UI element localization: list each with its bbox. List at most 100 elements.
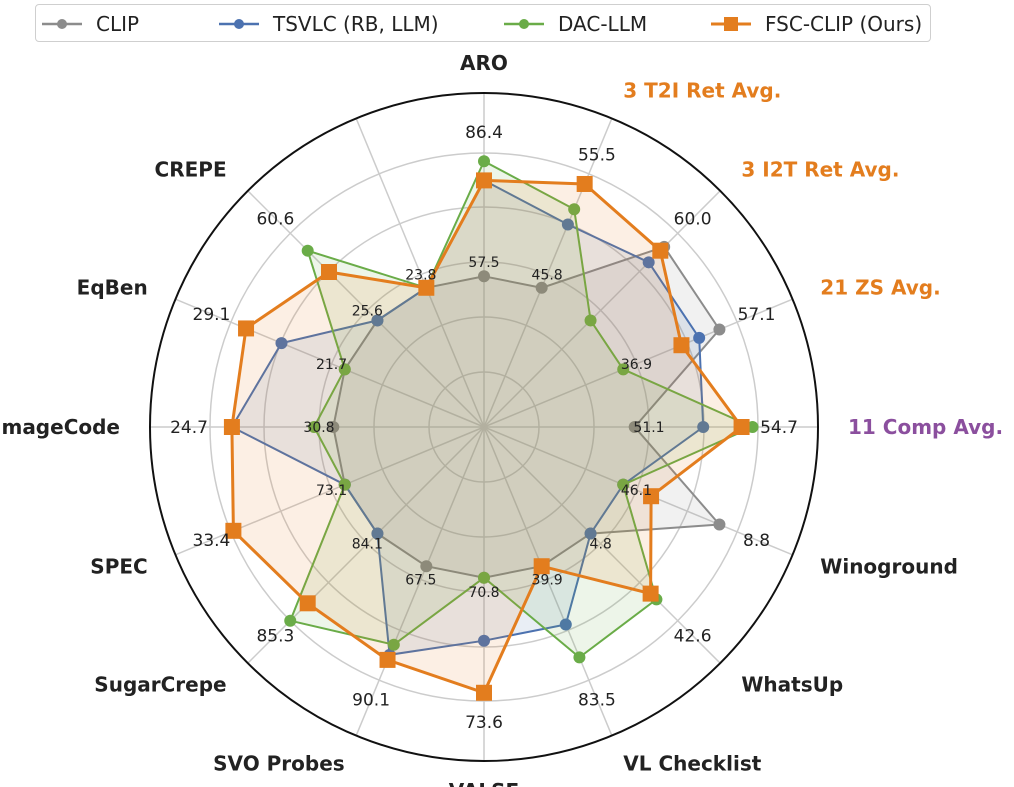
grid-spoke (483, 426, 613, 736)
inner-value-label: 84.1 (352, 537, 383, 553)
axis-label: 11 Comp Avg. (848, 415, 1003, 439)
inner-value-label: 51.1 (633, 420, 664, 436)
point-dac-llm (478, 155, 490, 168)
labels-layer: ARO 86.4 57.5 3 T2I Ret Avg. 55.5 45.8 3 I2T R… (0, 51, 1003, 787)
grid-spoke (483, 298, 793, 428)
grid-spoke (483, 190, 721, 428)
point-fsc-clip-ours (321, 264, 338, 281)
point-fsc-clip-ours (225, 522, 242, 539)
axis-label: VL Checklist (623, 751, 761, 775)
axis-label: SPEC (90, 554, 147, 578)
inner-value-label: 39.9 (532, 572, 563, 588)
point-fsc-clip-ours (533, 558, 550, 575)
outer-value-label: 24.7 (170, 418, 208, 438)
legend-label: FSC-CLIP (Ours) (765, 12, 923, 36)
legend-item-fsc-clip: FSC-CLIP (Ours) (709, 5, 922, 43)
point-tsvlc-rb-llm (561, 218, 574, 231)
axis-label: ImageCode (0, 415, 120, 439)
axis-label: VALSE (449, 779, 519, 787)
outer-frame (149, 92, 819, 762)
point-dac-llm (338, 363, 351, 376)
point-dac-llm (617, 363, 630, 376)
grid-spoke (175, 298, 485, 428)
axis-label: SugarCrepe (94, 672, 226, 696)
point-tsvlc-rb-llm (275, 337, 288, 350)
outer-value-label: 83.5 (578, 691, 616, 711)
outer-value-label: 57.1 (738, 305, 776, 325)
axis-label: Winoground (820, 554, 958, 578)
inner-value-label: 57.5 (468, 255, 499, 271)
legend-marker-dac-llm (504, 19, 544, 29)
point-tsvlc-rb-llm (697, 421, 710, 433)
point-dac-llm (478, 571, 490, 584)
outer-value-label: 29.1 (193, 305, 231, 325)
outer-value-label: 60.6 (256, 209, 294, 229)
outer-value-label: 73.6 (465, 713, 503, 733)
outer-value-label: 60.0 (674, 209, 712, 229)
point-dac-llm (617, 478, 630, 491)
point-fsc-clip-ours (418, 279, 435, 296)
point-fsc-clip-ours (379, 651, 396, 668)
legend-marker-clip (42, 19, 82, 29)
point-dac-llm (584, 314, 597, 327)
outer-value-label: 90.1 (352, 691, 390, 711)
point-clip (327, 421, 340, 433)
point-fsc-clip-ours (642, 585, 659, 602)
point-tsvlc-rb-llm (371, 527, 384, 540)
point-dac-llm (301, 244, 314, 257)
legend-marker-tsvlc (219, 19, 259, 29)
outer-value-label: 33.4 (193, 531, 231, 551)
axis-label: 3 I2T Ret Avg. (741, 158, 899, 182)
point-dac-llm (284, 614, 297, 627)
axis-label: ARO (460, 51, 508, 75)
outer-value-label: 85.3 (256, 627, 294, 647)
point-dac-llm (308, 421, 321, 433)
grid (149, 92, 819, 762)
series-area-fsc-clip-ours (231, 180, 742, 693)
inner-value-label: 67.5 (405, 572, 436, 588)
point-tsvlc-rb-llm (642, 256, 655, 269)
point-tsvlc-rb-llm (584, 527, 597, 540)
point-dac-llm (338, 478, 351, 491)
inner-value-label: 46.1 (621, 483, 652, 499)
point-fsc-clip-ours (476, 684, 492, 701)
outer-value-label: 42.6 (674, 627, 712, 647)
inner-value-label: 21.7 (316, 357, 347, 373)
grid-spoke (483, 426, 721, 664)
outer-value-label: 54.7 (760, 418, 798, 438)
point-dac-llm (387, 638, 400, 651)
inner-value-label: 25.6 (352, 303, 383, 319)
grid-spoke (483, 118, 613, 428)
axis-label: SVO Probes (213, 751, 345, 775)
grid-spoke (355, 118, 485, 428)
inner-value-label: 73.1 (316, 483, 347, 499)
point-fsc-clip-ours (673, 337, 690, 354)
axis-label: 3 T2I Ret Avg. (623, 79, 781, 103)
point-fsc-clip-ours (652, 242, 669, 259)
outer-value-label: 55.5 (578, 145, 616, 165)
point-tsvlc-rb-llm (693, 331, 706, 344)
legend-label: TSVLC (RB, LLM) (273, 12, 439, 36)
grid-spoke (483, 426, 793, 556)
point-fsc-clip-ours (238, 320, 255, 337)
point-fsc-clip-ours (299, 595, 316, 612)
legend-item-dac-llm: DAC-LLM (502, 5, 647, 43)
grid-spoke (247, 190, 485, 428)
point-clip (535, 281, 548, 294)
point-dac-llm (568, 203, 581, 216)
inner-value-label: 70.8 (468, 585, 499, 601)
legend-label: CLIP (96, 12, 140, 36)
series-layer (223, 155, 759, 701)
legend-label: DAC-LLM (558, 12, 648, 36)
point-tsvlc-rb-llm (559, 618, 572, 631)
point-fsc-clip-ours (733, 419, 750, 435)
grid-spoke (355, 426, 485, 736)
point-clip (713, 323, 726, 336)
point-clip (713, 518, 726, 531)
inner-value-label: 4.8 (590, 537, 612, 553)
inner-value-label: 23.8 (405, 268, 436, 284)
inner-value-label: 30.8 (303, 420, 334, 436)
axis-label: EqBen (77, 276, 148, 300)
point-tsvlc-rb-llm (478, 634, 490, 647)
